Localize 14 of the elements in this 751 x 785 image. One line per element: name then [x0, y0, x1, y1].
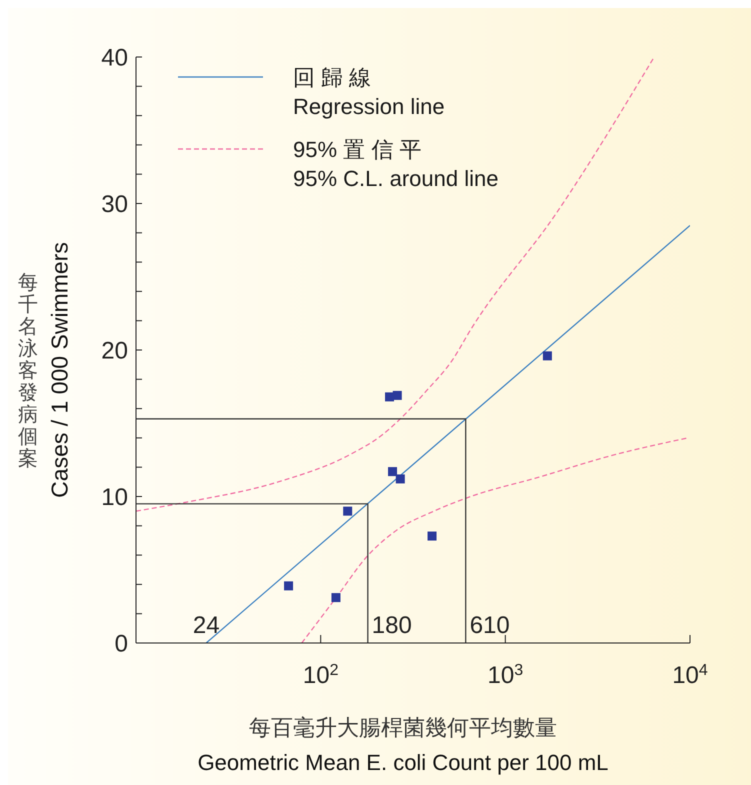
- x-tick-label: 10$^{3}$: [488, 662, 524, 689]
- legend-label: 95% 置 信 平 95% C.L. around line: [293, 136, 498, 193]
- y-tick-label: 20: [101, 338, 128, 365]
- x-tick-label: 10$^{4}$: [672, 662, 708, 689]
- y-tick-label: 10: [101, 484, 128, 512]
- y-tick-label: 30: [101, 191, 128, 218]
- annotation: 610: [470, 612, 510, 639]
- y-tick-label: 0: [114, 630, 128, 658]
- legend-label: 回 歸 線 Regression line: [293, 64, 445, 121]
- x-axis-title: 每百毫升大腸桿菌幾何平均數量 Geometric Mean E. coli Count per 100 mL: [198, 716, 608, 775]
- annotation: 180: [372, 612, 412, 639]
- y-tick-label: 40: [101, 44, 128, 72]
- x-tick-label: 10$^{2}$: [302, 662, 339, 689]
- annotation: 24: [192, 612, 220, 639]
